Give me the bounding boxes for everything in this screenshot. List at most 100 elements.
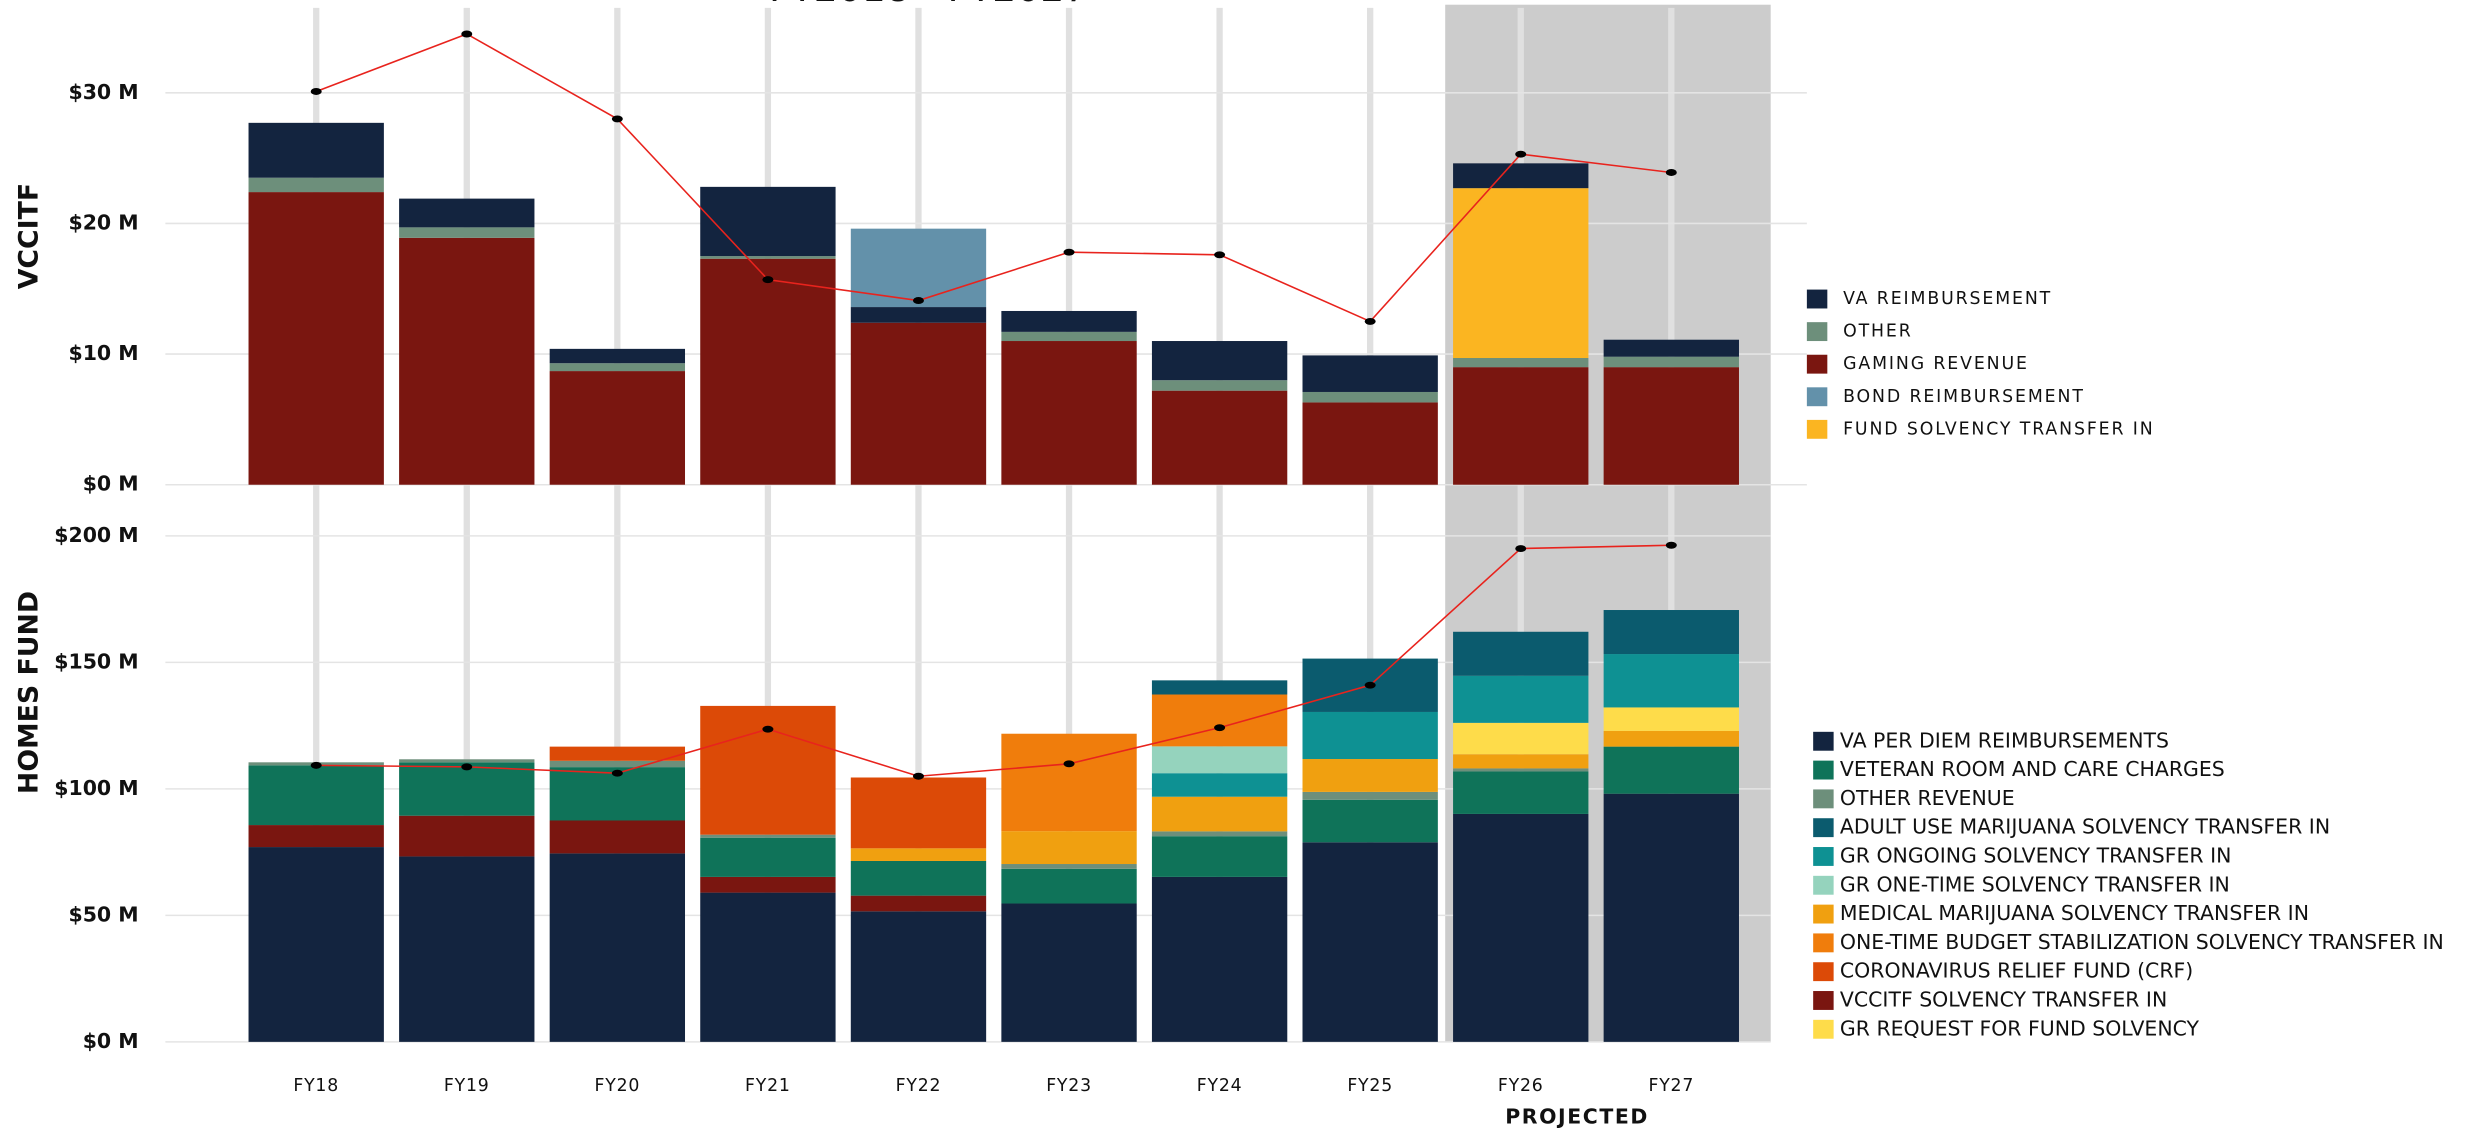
line-point [310, 88, 322, 95]
bar-segment [549, 746, 686, 761]
legend-label: VA REIMBURSEMENT [1843, 289, 2052, 309]
legend-swatch [1813, 760, 1834, 780]
bar-segment [1151, 380, 1288, 391]
x-tick-label: FY26 [1498, 1076, 1544, 1096]
bar-segment [700, 705, 836, 835]
y-tick-label: $100 M [54, 776, 138, 800]
bar-segment [1603, 339, 1739, 357]
bar-segment [1151, 796, 1288, 832]
line-point [1364, 681, 1376, 689]
bar-segment [1603, 356, 1739, 368]
x-tick-label: FY27 [1648, 1076, 1694, 1096]
bar-segment [1453, 771, 1589, 814]
bar-segment [1001, 341, 1137, 485]
x-tick-label: FY25 [1347, 1076, 1393, 1096]
bar-segment [248, 825, 384, 848]
x-tick-label: FY24 [1197, 1076, 1243, 1096]
legend-swatch [1813, 731, 1834, 751]
annotation: PROJECTED [1505, 1104, 1649, 1128]
legend-swatch [1806, 354, 1828, 374]
bar-segment [1453, 813, 1589, 1042]
legend-swatch [1813, 933, 1834, 953]
bar-segment [1001, 331, 1137, 342]
bar-segment [700, 186, 836, 257]
x-tick-label: FY19 [444, 1076, 490, 1096]
bar-segment [700, 876, 836, 893]
line-point [310, 761, 322, 769]
bar-segment [1151, 746, 1288, 774]
legend-label: GR ONGOING SOLVENCY TRANSFER IN [1840, 843, 2232, 867]
bar-segment [850, 895, 987, 912]
line-point [1515, 545, 1527, 553]
bar-segment [1603, 707, 1739, 731]
bar-segment [1302, 391, 1438, 403]
bar-segment [1453, 675, 1589, 723]
bar-segment [549, 760, 686, 768]
line-point [1665, 169, 1677, 176]
y-tick-label: $50 M [68, 902, 138, 926]
bar-segment [549, 820, 686, 854]
legend-label: OTHER [1843, 322, 1913, 342]
line-point [1214, 724, 1226, 732]
bar-segment [1151, 390, 1288, 485]
line-point [1214, 251, 1226, 259]
y-tick-label: $0 M [83, 1029, 139, 1053]
bar-segment [700, 837, 836, 877]
bar-segment [700, 256, 836, 259]
legend-label: ONE-TIME BUDGET STABILIZATION SOLVENCY T… [1840, 930, 2444, 954]
bar-segment [1151, 831, 1288, 837]
bar-segment [399, 762, 535, 816]
y-tick-label: $10 M [68, 341, 138, 365]
x-tick-label: FY22 [896, 1076, 942, 1096]
x-tick-label: FY23 [1046, 1076, 1092, 1096]
bar-segment [1302, 799, 1438, 843]
y-tick-label: $150 M [54, 649, 138, 673]
bar-segment [1001, 903, 1137, 1042]
legend-swatch [1806, 322, 1828, 342]
legend-label: VA PER DIEM REIMBURSEMENTS [1840, 728, 2169, 752]
line-point [762, 276, 774, 284]
bar-segment [850, 777, 987, 849]
y-axis-title: VCCITF [14, 183, 45, 289]
legend-swatch [1813, 1019, 1834, 1039]
line-point [611, 115, 623, 123]
bar-segment [1603, 610, 1739, 655]
x-tick-label: FY20 [594, 1076, 640, 1096]
bar-segment [399, 227, 535, 238]
bar-segment [850, 228, 987, 308]
bar-segment [1151, 341, 1288, 381]
y-axis-title: HOMES FUND [14, 591, 45, 794]
bar-segment [1302, 759, 1438, 792]
bar-segment [1001, 868, 1137, 904]
bar-segment [1603, 746, 1739, 794]
bar-segment [1302, 842, 1438, 1042]
x-tick-label: FY18 [293, 1076, 339, 1096]
bar-segment [850, 322, 987, 485]
legend-swatch [1813, 875, 1834, 895]
bar-segment [1603, 793, 1739, 1042]
bar-segment [850, 307, 987, 323]
line-point [1364, 317, 1376, 325]
bar-segment [1453, 631, 1589, 676]
legend-label: BOND REIMBURSEMENT [1843, 387, 2085, 407]
bar-segment [1302, 402, 1438, 485]
plot [248, 30, 1739, 1042]
bar-segment [1453, 768, 1589, 772]
bar-segment [1151, 680, 1288, 695]
bar-segment [248, 847, 384, 1042]
bar-segment [1453, 188, 1589, 359]
legend-label: VETERAN ROOM AND CARE CHARGES [1840, 757, 2225, 781]
line-point [912, 772, 924, 780]
bar-segment [700, 258, 836, 485]
bar-segment [1603, 730, 1739, 747]
bar-segment [399, 237, 535, 485]
x-tick-label: FY21 [745, 1076, 791, 1096]
legend-label: OTHER REVENUE [1840, 786, 2015, 810]
legend-label: MEDICAL MARIJUANA SOLVENCY TRANSFER IN [1840, 901, 2309, 925]
bar-segment [248, 192, 384, 485]
bar-segment [1453, 722, 1589, 755]
line-point [461, 30, 473, 38]
bar-segment [549, 371, 686, 485]
legend-label: GAMING REVENUE [1843, 354, 2029, 374]
bar-segment [850, 860, 987, 896]
